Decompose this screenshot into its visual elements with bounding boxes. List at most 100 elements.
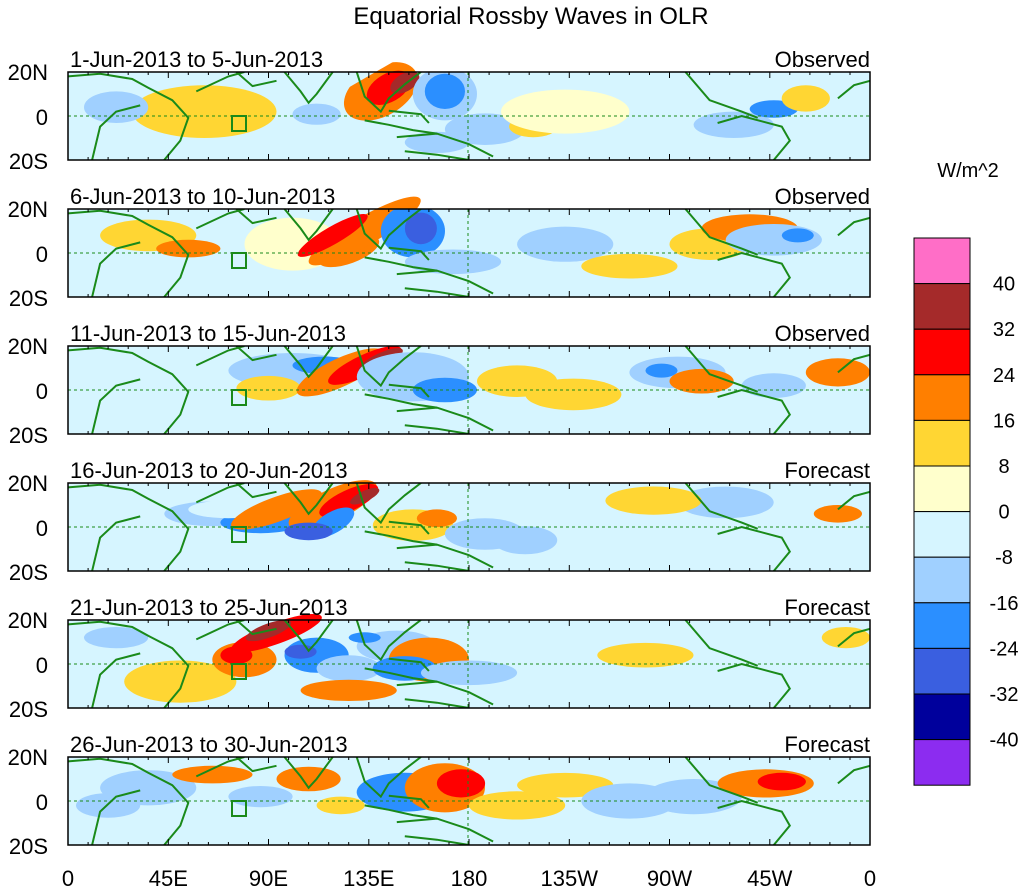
lon-label: 0: [62, 866, 74, 890]
lat-label: 0: [36, 242, 48, 267]
panel-1: 20N 0 20S 1-Jun-2013 to 5-Jun-2013 Observed: [8, 47, 871, 174]
anomaly-contour: [517, 226, 614, 262]
coastlines: [68, 346, 870, 434]
anomaly-contour: [316, 796, 365, 815]
anomaly-contour: [581, 253, 678, 279]
colorbar-swatch: [913, 374, 971, 421]
longitude-axis: 0 45E 90E 135E 180 135W 90W 45W 0: [62, 866, 876, 890]
coastlines: [68, 72, 870, 160]
anomaly-contour: [813, 505, 863, 523]
coastline: [235, 346, 277, 362]
lat-label: 0: [36, 105, 48, 130]
anomaly-contour: [757, 772, 806, 791]
anomaly-contour: [669, 368, 734, 394]
colorbar-swatch: [913, 602, 971, 649]
coastline: [396, 406, 494, 432]
anomaly-contour: [284, 522, 333, 541]
coastline: [388, 520, 430, 535]
coastline: [837, 353, 870, 374]
coastline: [364, 256, 438, 272]
coastline: [283, 620, 334, 653]
lat-label: 0: [36, 516, 48, 541]
anomaly-contour: [172, 765, 253, 784]
coastlines: [68, 483, 870, 571]
colorbar: W/m^2 40 32 24 16 8 0 -8 -16 -24 -32 -40: [913, 160, 1019, 786]
colorbar-label: 40: [993, 274, 1015, 296]
coastline: [91, 652, 141, 708]
colorbar-label: 24: [993, 365, 1015, 387]
coastline: [684, 483, 759, 530]
coastline: [355, 483, 422, 525]
anomaly-contour: [297, 213, 368, 257]
lon-label: 180: [451, 866, 488, 890]
lat-label: 20N: [8, 197, 48, 222]
coastline: [388, 657, 430, 672]
lat-label: 20S: [9, 834, 48, 859]
colorbar-swatch: [913, 328, 971, 376]
lon-label: 135W: [541, 866, 599, 890]
anomaly-contour: [404, 131, 469, 153]
coastlines: [68, 209, 870, 297]
colorbar-label: 8: [998, 456, 1009, 478]
colorbar-label: -8: [995, 547, 1013, 569]
anomaly-contour: [236, 375, 301, 401]
coastline: [396, 132, 494, 158]
anomaly-contour: [677, 486, 774, 519]
lat-label: 20N: [8, 471, 48, 496]
panel-status: Forecast: [784, 458, 870, 483]
anomaly-contour: [348, 632, 381, 643]
panel-status: Forecast: [784, 732, 870, 757]
anomaly-contour: [132, 85, 277, 138]
colorbar-label: -40: [990, 730, 1019, 752]
colorbar-units: W/m^2: [937, 160, 999, 182]
coastline: [355, 209, 422, 251]
panel-6: 20N 0 20S 26-Jun-2013 to 30-Jun-2013 Forecas…: [8, 732, 871, 859]
lon-label: 45E: [149, 866, 188, 890]
coastline: [396, 543, 494, 569]
anomaly-contour: [300, 679, 397, 702]
coastline: [91, 241, 141, 297]
anomaly-contour: [84, 91, 149, 123]
coastline: [68, 620, 190, 708]
lat-label: 0: [36, 379, 48, 404]
lon-label: 45W: [747, 866, 792, 890]
coastline: [684, 346, 759, 393]
colorbar-swatch: [913, 647, 971, 695]
colorbar-swatch: [913, 283, 971, 330]
coastlines: [68, 757, 870, 845]
anomaly-contour: [517, 632, 598, 661]
panel-3: 20N 0 20S 11-Jun-2013 to 15-Jun-2013 Observe…: [8, 321, 871, 448]
coastline: [68, 346, 190, 434]
panel-status: Observed: [775, 321, 870, 346]
coastline: [283, 72, 334, 105]
colorbar-label: -32: [990, 684, 1019, 706]
anomaly-contour: [228, 786, 293, 808]
anomaly-contour: [84, 627, 149, 649]
panel-date-range: 26-Jun-2013 to 30-Jun-2013: [70, 732, 348, 757]
coastline: [68, 757, 190, 845]
coastline: [235, 72, 277, 88]
coastline: [837, 79, 870, 100]
coastline: [717, 388, 792, 434]
coastline: [388, 383, 430, 398]
anomaly-contour: [492, 526, 558, 555]
anomaly-contour: [436, 769, 486, 798]
coastline: [68, 483, 190, 571]
coastline: [837, 627, 870, 648]
coastline: [355, 620, 422, 662]
coastline: [396, 817, 494, 843]
anomaly-contour: [645, 363, 678, 378]
coastline: [235, 209, 277, 225]
coastline: [235, 620, 277, 636]
lon-label: 135E: [343, 866, 394, 890]
panel-date-range: 16-Jun-2013 to 20-Jun-2013: [70, 458, 348, 483]
colorbar-swatch: [913, 693, 971, 741]
anomaly-contour: [741, 373, 806, 398]
panel-5: 20N 0 20S 21-Jun-2013 to 25-Jun-2013 Forecas…: [8, 595, 871, 722]
colorbar-swatch: [913, 739, 971, 786]
panel-4: 20N 0 20S 16-Jun-2013 to 20-Jun-2013 Forecas…: [8, 458, 871, 585]
coastline: [684, 620, 759, 667]
anomaly-contour: [424, 73, 465, 109]
anomaly-contour: [416, 509, 457, 527]
